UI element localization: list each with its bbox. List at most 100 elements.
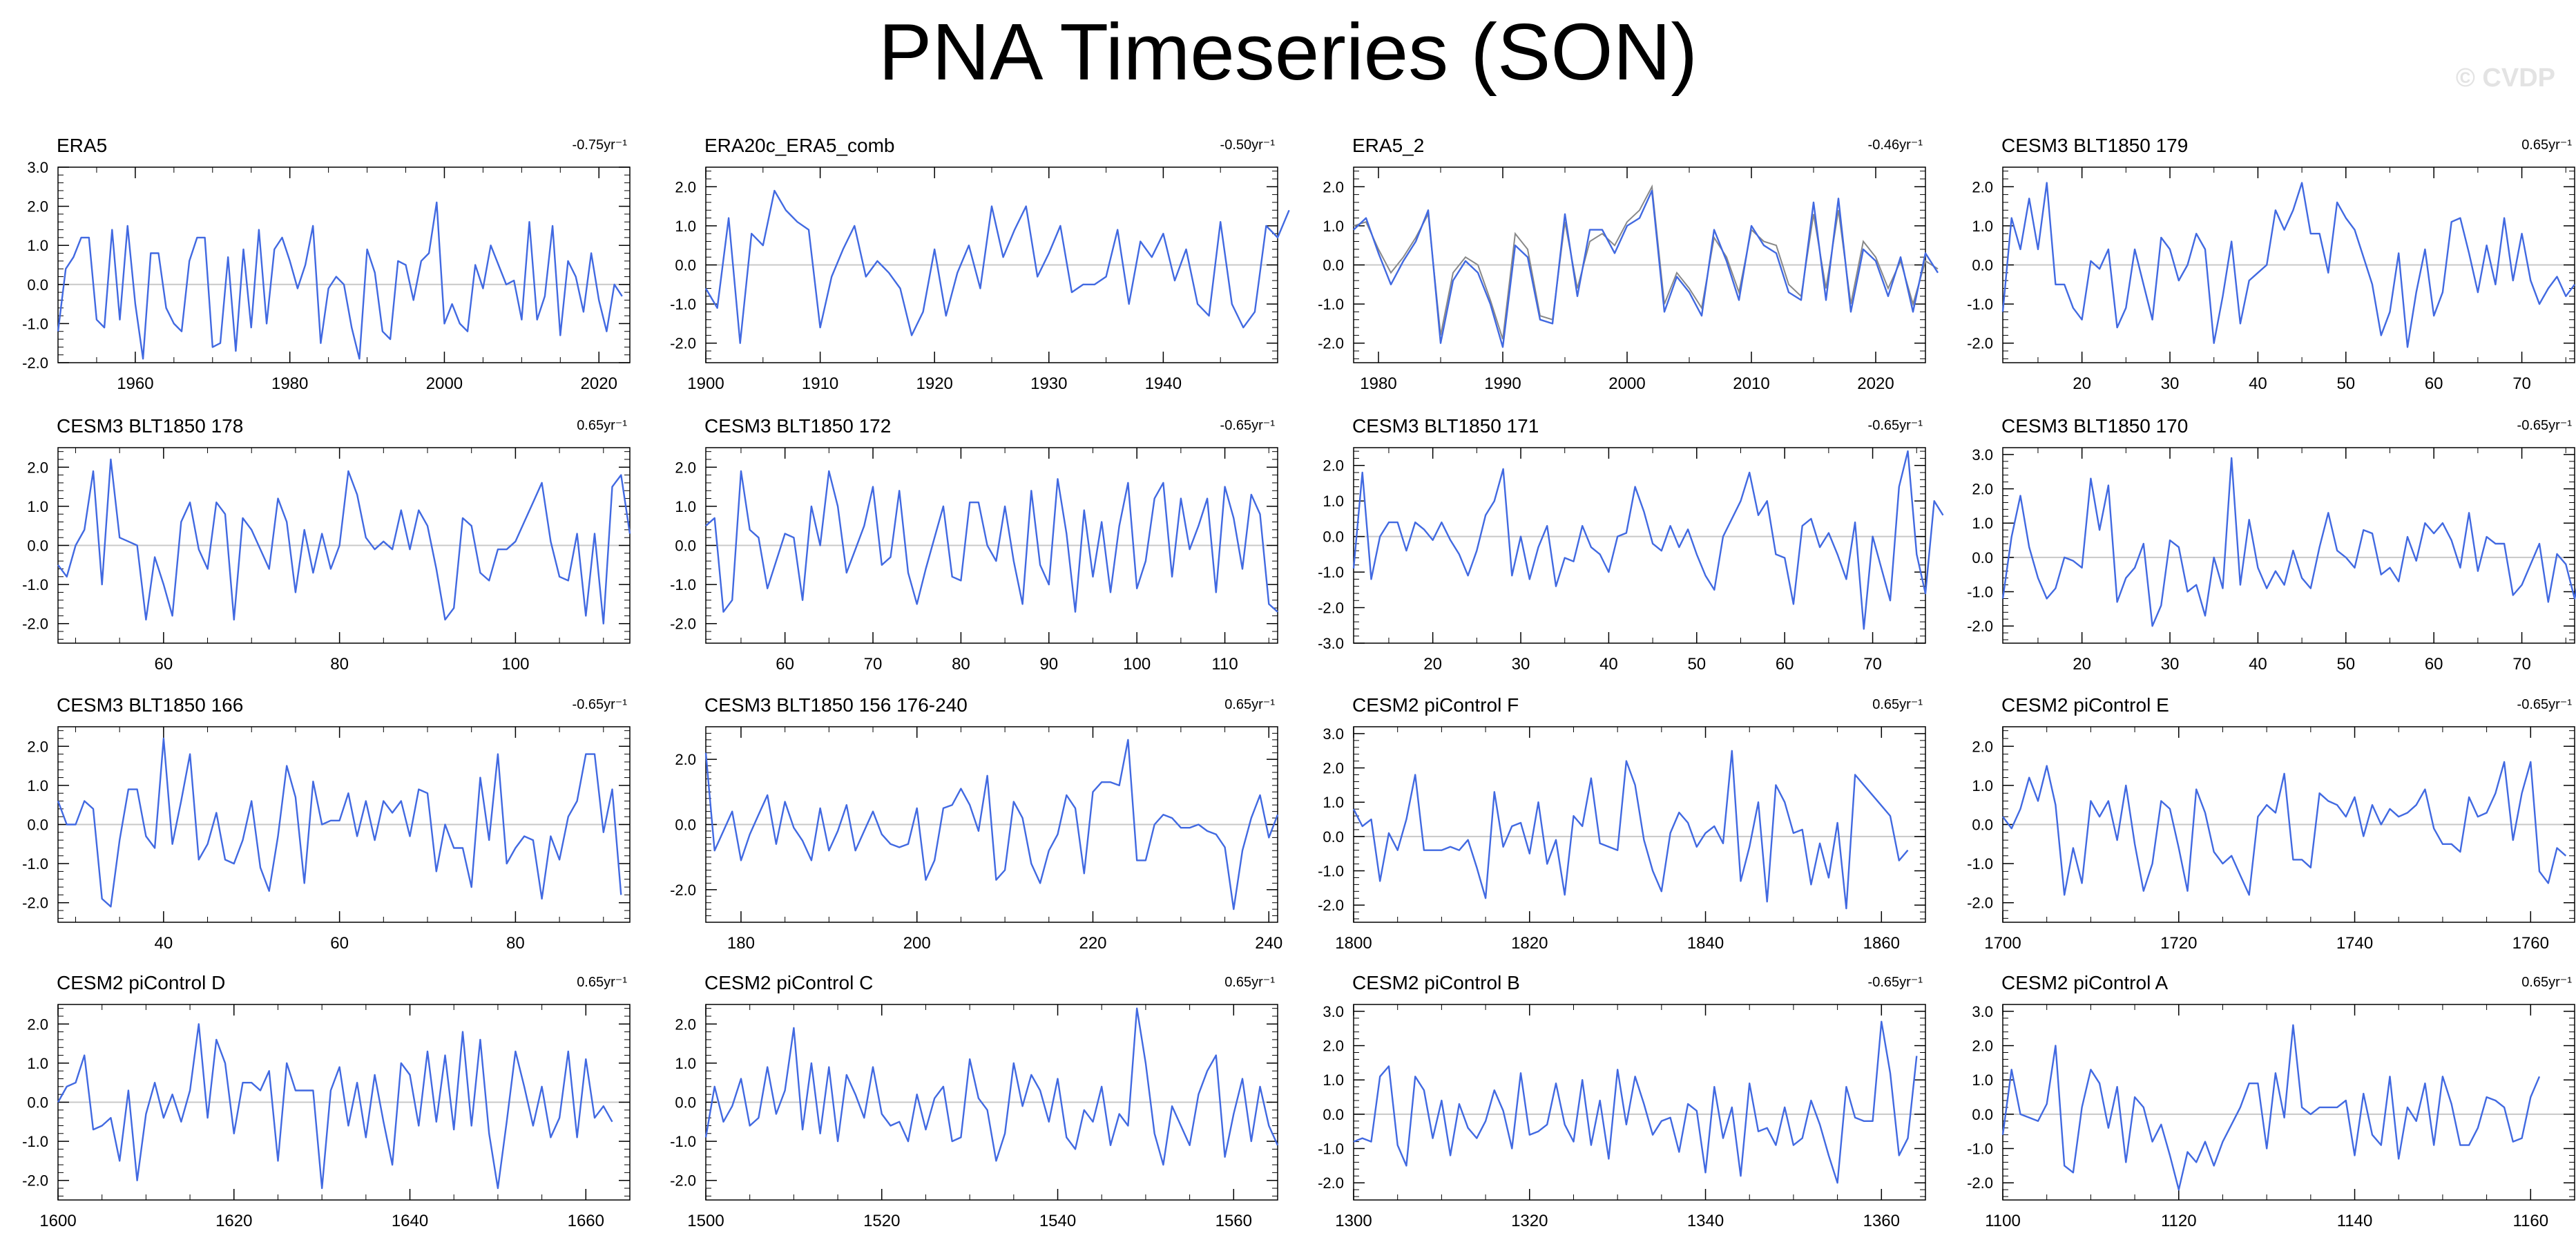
chart-title: CESM3 BLT1850 170 — [2001, 415, 2188, 437]
x-tick-label: 1120 — [2161, 1212, 2197, 1230]
trend-label: 0.65yr⁻¹ — [2521, 975, 2572, 990]
y-tick-label: 1.0 — [1323, 1071, 1344, 1089]
y-tick-label: -2.0 — [1967, 1174, 1993, 1192]
trend-label: 0.65yr⁻¹ — [577, 418, 627, 433]
trend-label: -0.65yr⁻¹ — [1868, 975, 1923, 990]
x-tick-label: 30 — [2161, 374, 2180, 393]
x-tick-label: 80 — [330, 655, 349, 674]
y-tick-label: -1.0 — [22, 1133, 48, 1150]
x-tick-label: 1930 — [1030, 374, 1067, 393]
y-tick-label: -1.0 — [670, 1133, 696, 1150]
chart-panel: CESM3 BLT1850 171 -0.65yr⁻¹ 20 30 40 50 60 70 -3… — [1318, 415, 1944, 674]
x-tick-label: 50 — [2336, 655, 2355, 674]
y-tick-label: -2.0 — [670, 616, 696, 633]
chart-panel: CESM2 piControl A 0.65yr⁻¹ 1100 1120 1140 116… — [1967, 972, 2575, 1230]
series-line — [57, 1023, 613, 1190]
chart-title: ERA20c_ERA5_comb — [704, 135, 894, 156]
y-tick-label: -1.0 — [670, 576, 696, 593]
plot-frame — [1353, 726, 1926, 923]
y-tick-label: -2.0 — [1967, 335, 1993, 352]
y-tick-label: 0.0 — [1323, 828, 1344, 846]
x-tick-label: 1800 — [1335, 934, 1372, 953]
chart-panel: CESM2 piControl F 0.65yr⁻¹ 1800 1820 1840 186… — [1318, 694, 1926, 953]
trend-label: -0.50yr⁻¹ — [1220, 137, 1276, 153]
x-tick-label: 40 — [2249, 374, 2267, 393]
y-tick-label: -1.0 — [670, 296, 696, 313]
trend-label: 0.65yr⁻¹ — [1224, 975, 1275, 990]
y-tick-label: 3.0 — [27, 159, 48, 176]
y-tick-label: -1.0 — [22, 315, 48, 332]
y-tick-label: -1.0 — [1967, 584, 1993, 601]
chart-title: CESM2 piControl B — [1352, 972, 1520, 993]
x-tick-label: 30 — [1512, 655, 1530, 674]
y-tick-label: -1.0 — [1318, 863, 1344, 880]
x-tick-label: 1920 — [916, 374, 953, 393]
x-tick-label: 1140 — [2337, 1212, 2373, 1230]
x-tick-label: 240 — [1255, 934, 1282, 953]
y-tick-label: 1.0 — [1972, 777, 1993, 794]
chart-panel: CESM3 BLT1850 170 -0.65yr⁻¹ 20 30 40 50 60 70 -2… — [1967, 415, 2576, 674]
y-tick-label: 0.0 — [1323, 257, 1344, 274]
trend-label: 0.65yr⁻¹ — [1224, 697, 1275, 712]
x-tick-label: 1990 — [1484, 374, 1521, 393]
x-tick-label: 60 — [776, 655, 794, 674]
watermark: © CVDP — [2455, 64, 2555, 93]
y-tick-label: 1.0 — [675, 1055, 696, 1072]
x-tick-label: 80 — [952, 655, 970, 674]
y-tick-label: 2.0 — [27, 459, 48, 476]
overlay-series-line — [1353, 184, 1939, 340]
y-tick-label: -2.0 — [1318, 600, 1344, 617]
y-tick-label: -1.0 — [1967, 296, 1993, 313]
chart-title: CESM2 piControl A — [2001, 972, 2169, 993]
x-tick-label: 30 — [2161, 655, 2180, 674]
y-tick-label: -2.0 — [1967, 895, 1993, 912]
trend-label: 0.65yr⁻¹ — [2521, 137, 2572, 153]
chart-panel: CESM3 BLT1850 172 -0.65yr⁻¹ 60 70 80 90 100 110… — [670, 415, 1278, 674]
series-line — [57, 201, 623, 360]
x-tick-label: 2000 — [1608, 374, 1645, 393]
chart-panel: ERA5_2 -0.46yr⁻¹ 1980 1990 2000 2010 2020 -2.0 -… — [1318, 135, 1939, 393]
x-tick-label: 20 — [2073, 374, 2091, 393]
x-tick-label: 1520 — [863, 1212, 900, 1230]
y-tick-label: 2.0 — [1323, 457, 1344, 475]
y-tick-label: 1.0 — [675, 498, 696, 515]
series-line — [704, 738, 1279, 911]
y-tick-label: 0.0 — [1972, 257, 1993, 274]
y-tick-label: 1.0 — [27, 777, 48, 794]
chart-panel: CESM2 piControl D 0.65yr⁻¹ 1600 1620 1640 166… — [22, 972, 631, 1230]
trend-label: -0.65yr⁻¹ — [2517, 697, 2573, 712]
y-tick-label: 2.0 — [27, 1016, 48, 1033]
y-tick-label: -1.0 — [22, 576, 48, 593]
y-tick-label: 2.0 — [1972, 481, 1993, 498]
x-tick-label: 70 — [2512, 374, 2531, 393]
series-line — [57, 458, 631, 625]
x-tick-label: 1360 — [1863, 1212, 1900, 1230]
y-tick-label: 0.0 — [27, 817, 48, 834]
y-tick-label: -1.0 — [1967, 855, 1993, 873]
y-tick-label: 0.0 — [1972, 549, 1993, 566]
chart-title: CESM2 piControl E — [2001, 694, 2169, 716]
y-tick-label: 2.0 — [1323, 760, 1344, 777]
chart-panel: CESM2 piControl B -0.65yr⁻¹ 1300 1320 1340 13… — [1318, 972, 1926, 1230]
y-tick-label: 3.0 — [1323, 725, 1344, 743]
series-line — [1353, 189, 1939, 348]
page-title: PNA Timeseries (SON) — [878, 7, 1698, 97]
x-tick-label: 20 — [1423, 655, 1442, 674]
x-tick-label: 1620 — [215, 1212, 252, 1230]
x-tick-label: 2020 — [1857, 374, 1894, 393]
y-tick-label: -2.0 — [22, 354, 48, 372]
x-tick-label: 40 — [155, 934, 173, 953]
x-tick-label: 1980 — [1360, 374, 1396, 393]
y-tick-label: -1.0 — [1967, 1141, 1993, 1158]
y-tick-label: 2.0 — [1323, 178, 1344, 196]
series-line — [2001, 182, 2575, 348]
y-tick-label: 1.0 — [1972, 1071, 1993, 1089]
x-tick-label: 1640 — [392, 1212, 428, 1230]
y-tick-label: 1.0 — [1323, 493, 1344, 510]
y-tick-label: 0.0 — [675, 817, 696, 834]
y-tick-label: -2.0 — [670, 881, 696, 899]
y-tick-label: -2.0 — [1318, 335, 1344, 352]
chart-title: CESM3 BLT1850 178 — [57, 415, 243, 437]
chart-panel: ERA5 -0.75yr⁻¹ 1960 1980 2000 2020 -2.0 -1.0 0.0… — [22, 135, 631, 393]
y-tick-label: -2.0 — [670, 1172, 696, 1190]
